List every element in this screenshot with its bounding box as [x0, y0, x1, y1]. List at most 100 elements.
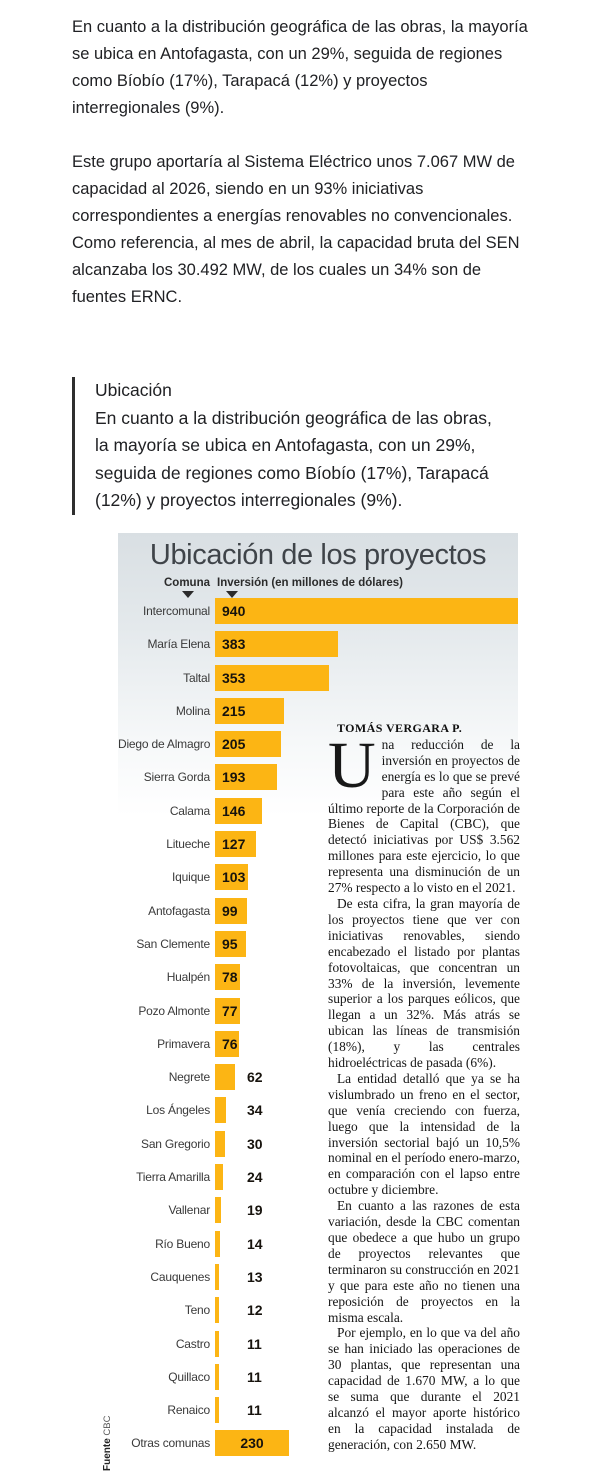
chart-bar-area: 146 — [215, 797, 518, 824]
chart-value: 205 — [222, 736, 246, 753]
chart-bar-area: 11 — [215, 1363, 518, 1390]
chart-value: 193 — [222, 769, 246, 786]
chart-bar: 99 — [215, 897, 247, 924]
text-line: interregionales (9%). — [72, 99, 225, 117]
chart-row: Cauquenes 13 — [118, 1261, 518, 1294]
chart-bar: 193 — [215, 764, 277, 791]
chart-row: Antofagasta 99 — [118, 895, 518, 928]
chart-row: Calama 146 — [118, 795, 518, 828]
column-header-inversion: Inversión (en millones de dólares) — [217, 577, 403, 589]
sort-arrow-down-icon — [182, 591, 194, 598]
chart-bar-area: 30 — [215, 1130, 518, 1157]
chart-bar-area: 12 — [215, 1297, 518, 1324]
chart-bar-area: 11 — [215, 1330, 518, 1357]
chart-value: 230 — [240, 1435, 264, 1452]
chart-row-label: Teno — [184, 1303, 210, 1318]
text-line: fuentes ERNC. — [72, 288, 183, 306]
chart-bar: 940 — [215, 598, 518, 624]
chart-row: Los Ángeles 34 — [118, 1094, 518, 1127]
article-paragraph: En cuanto a las razones de esta variació… — [328, 1198, 520, 1325]
chart-row-label: Intercomunal — [143, 604, 210, 618]
chart-bar-area: 230 — [215, 1430, 518, 1457]
chart-value: 11 — [247, 1402, 262, 1419]
chart-row: Tierra Amarilla 24 — [118, 1161, 518, 1194]
chart-row: Castro 11 — [118, 1328, 518, 1361]
chart-row: Primavera 76 — [118, 1028, 518, 1061]
sort-arrow-down-icon — [226, 591, 238, 598]
chart-row-label: Quillaco — [168, 1369, 210, 1384]
chart-row-label: Molina — [175, 703, 210, 718]
chart-bar-area: 127 — [215, 831, 518, 858]
chart-bar — [215, 1097, 226, 1124]
bar-chart-rows: Intercomunal 940 María Elena 383 Taltal 353 Mo… — [118, 595, 518, 1461]
chart-bar-area: 14 — [215, 1230, 518, 1257]
chart-bar — [215, 1230, 220, 1257]
chart-value: 30 — [247, 1135, 263, 1152]
quote-line: (12%) y proyectos interregionales (9%). — [95, 490, 403, 510]
chart-bar-area: 205 — [215, 731, 518, 758]
chart-bar — [215, 1363, 219, 1390]
intro-paragraph: Este grupo aportaría al Sistema Eléctric… — [72, 149, 528, 311]
text-line: correspondientes a energías renovables n… — [72, 207, 513, 225]
chart-row-label: Sierra Gorda — [143, 770, 210, 785]
chart-value: 215 — [222, 702, 246, 719]
chart-row: Molina 215 — [118, 695, 518, 728]
chart-row-label: Otras comunas — [131, 1436, 210, 1451]
chart-bar: 127 — [215, 831, 256, 858]
chart-row: Vallenar 19 — [118, 1194, 518, 1227]
quote-line: la mayoría se ubica en Antofagasta, con … — [95, 435, 476, 455]
chart-bar-area: 62 — [215, 1064, 518, 1091]
chart-value: 103 — [222, 869, 246, 886]
chart-row-label: Renaico — [167, 1403, 210, 1418]
chart-bar: 76 — [215, 1030, 239, 1057]
chart-title: Ubicación de los proyectos — [149, 539, 487, 571]
text-line: alcanzaba los 30.492 MW, de los cuales u… — [72, 261, 482, 279]
text-line: Como referencia, al mes de abril, la cap… — [72, 234, 520, 252]
chart-row: Sierra Gorda 193 — [118, 761, 518, 794]
chart-row: Hualpén 78 — [118, 961, 518, 994]
chart-bar-area: 353 — [215, 664, 518, 691]
quote-line: seguida de regiones como Bíobío (17%), T… — [95, 462, 489, 483]
chart-bar: 77 — [215, 997, 240, 1024]
chart-row-label: San Gregorio — [141, 1136, 210, 1151]
chart-row: Quillaco 11 — [118, 1361, 518, 1394]
quote: Ubicación En cuanto a la distribución ge… — [72, 377, 492, 515]
chart-bar-area: 95 — [215, 930, 518, 957]
article-paragraph: Por ejemplo, en lo que va del año se han… — [328, 1325, 520, 1452]
chart-value: 99 — [222, 902, 238, 919]
article-paragraph: De esta cifra, la gran mayoría de los pr… — [328, 895, 520, 1071]
chart-row-label: Litueche — [166, 837, 210, 852]
chart-value: 19 — [247, 1202, 263, 1219]
chart-row: Teno 12 — [118, 1294, 518, 1327]
chart-bar: 103 — [215, 864, 248, 891]
chart-row: San Gregorio 30 — [118, 1128, 518, 1161]
chart-bar: 353 — [215, 664, 329, 691]
chart-bar-area: 103 — [215, 864, 518, 891]
chart-row-label: Taltal — [183, 670, 210, 685]
chart-row-label: San Clemente — [136, 936, 210, 951]
chart-row: María Elena 383 — [118, 628, 518, 661]
chart-row-label: Iquique — [172, 870, 210, 885]
chart-value: 11 — [247, 1335, 262, 1352]
chart-bar-area: 77 — [215, 997, 518, 1024]
text-line: capacidad al 2026, siendo en un 93% inic… — [72, 180, 424, 198]
chart-bar: 95 — [215, 930, 246, 957]
chart-value: 78 — [222, 969, 238, 986]
chart-value: 95 — [222, 935, 238, 952]
chart-value: 383 — [222, 636, 246, 653]
chart-row-label: Tierra Amarilla — [136, 1170, 210, 1185]
chart-row: Diego de Almagro 205 — [118, 728, 518, 761]
chart-bar: 78 — [215, 964, 240, 991]
chart-value: 62 — [247, 1069, 263, 1086]
chart-source-value: CBC — [102, 1415, 113, 1436]
chart-bar — [215, 1297, 219, 1324]
chart-bar-area: 34 — [215, 1097, 518, 1124]
chart-bar — [215, 1164, 223, 1191]
intro: En cuanto a la distribución geográfica d… — [72, 14, 528, 338]
chart-row-label: Vallenar — [168, 1203, 210, 1218]
chart-bar-area: 11 — [215, 1397, 518, 1424]
chart-bar — [215, 1397, 219, 1424]
chart-bar — [215, 1263, 219, 1290]
